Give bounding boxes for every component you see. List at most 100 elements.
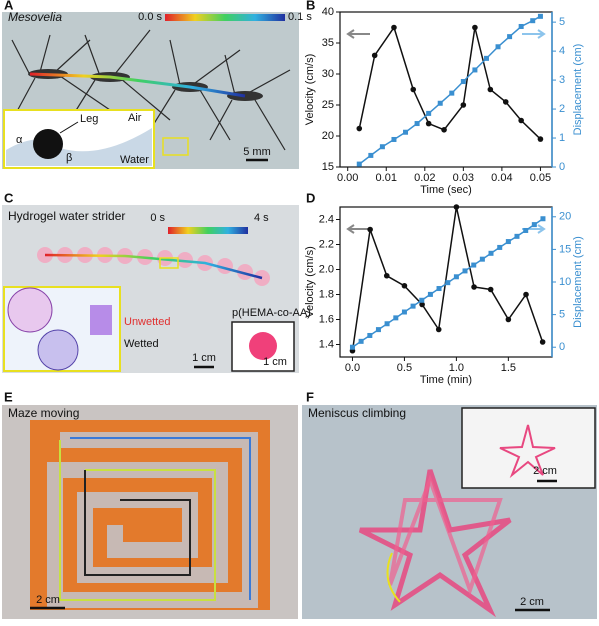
data-point xyxy=(453,204,460,210)
data-point xyxy=(505,239,511,245)
data-point xyxy=(497,244,503,250)
x-tick-label: 0.05 xyxy=(530,172,551,184)
data-point xyxy=(487,86,494,93)
data-point xyxy=(356,125,363,132)
x-tick-label: 0.00 xyxy=(337,172,358,184)
wetted-molecule xyxy=(37,329,79,371)
data-point xyxy=(426,110,432,116)
panel-e: E Maze moving 2 cm xyxy=(2,389,298,619)
panel-letter: D xyxy=(306,190,315,205)
y-tick-label: 2.0 xyxy=(319,263,334,275)
panel-f: F Meniscus climbing 2 cm 2 cm xyxy=(302,389,597,619)
x-tick-label: 0.03 xyxy=(453,172,474,184)
y-tick-label: 1.4 xyxy=(319,338,334,350)
data-point xyxy=(368,152,374,158)
data-point xyxy=(445,280,451,286)
data-point xyxy=(460,79,466,85)
y-tick-label: 1.8 xyxy=(319,288,334,300)
strider-positions xyxy=(37,247,270,286)
trajectory xyxy=(59,440,216,601)
zoom-box xyxy=(159,257,179,269)
scale-label: 5 mm xyxy=(243,146,271,158)
data-point xyxy=(505,316,512,323)
axis-arrow xyxy=(346,224,370,234)
trajectory xyxy=(44,253,263,280)
unwetted-molecule xyxy=(7,287,53,333)
scale-label: 2 cm xyxy=(520,596,544,608)
leg-label: Leg xyxy=(80,113,98,125)
y-tick-label: 30 xyxy=(322,68,334,80)
data-point xyxy=(435,326,442,333)
hydrogel-star xyxy=(358,469,512,618)
data-point xyxy=(472,67,478,73)
data-point xyxy=(523,291,529,298)
data-point xyxy=(487,286,494,293)
inset-star xyxy=(499,424,556,479)
fibers xyxy=(90,305,112,335)
data-point xyxy=(471,284,477,290)
data-point xyxy=(495,44,501,50)
material-label: p(HEMA-co-AA) xyxy=(232,307,311,319)
data-point xyxy=(375,327,381,333)
data-point xyxy=(371,52,378,59)
data-point xyxy=(483,55,489,61)
data-point xyxy=(530,18,536,24)
x-axis-label: Time (min) xyxy=(420,374,472,386)
color-bar xyxy=(168,227,248,234)
data-point xyxy=(472,24,478,31)
data-point xyxy=(462,268,468,274)
y2-axis-label: Displacement (cm) xyxy=(572,44,584,136)
data-point xyxy=(436,286,442,292)
air-label: Air xyxy=(128,112,142,124)
scale-label: 2 cm xyxy=(36,594,60,606)
y2-tick-label: 5 xyxy=(559,16,565,28)
data-point xyxy=(460,102,467,108)
series-line xyxy=(358,25,541,140)
data-point xyxy=(401,282,408,289)
data-point xyxy=(425,120,432,127)
panel-letter: C xyxy=(4,190,14,205)
gel-disk xyxy=(249,332,277,360)
plot-frame xyxy=(339,11,553,168)
data-point xyxy=(453,274,459,280)
water-label: Water xyxy=(120,154,149,166)
data-point xyxy=(449,90,455,96)
data-point xyxy=(518,117,524,124)
y2-tick-label: 0 xyxy=(559,161,565,173)
beta-label: β xyxy=(66,152,72,164)
data-point xyxy=(537,136,544,142)
panel-c: C Hydrogel water strider 0 s 4 s Unwette… xyxy=(2,190,311,373)
inset-scale-label: 2 cm xyxy=(533,465,557,477)
hydrogel-star xyxy=(388,474,503,597)
axis-arrow xyxy=(522,29,546,39)
panel-letter: E xyxy=(4,389,13,404)
x-tick-label: 0.5 xyxy=(397,362,412,374)
y-tick-label: 15 xyxy=(322,161,334,173)
panel-letter: A xyxy=(4,0,14,12)
data-point xyxy=(391,24,397,31)
data-point xyxy=(403,129,409,135)
y-tick-label: 1.6 xyxy=(319,313,334,325)
time-end: 0.1 s xyxy=(288,11,312,23)
data-point xyxy=(384,321,390,327)
data-point xyxy=(518,23,524,29)
data-point xyxy=(379,144,385,150)
data-point xyxy=(488,250,494,256)
insects xyxy=(11,29,291,151)
panel-a: A Mesovelia 0.0 s 0.1 s Leg Air Water α … xyxy=(2,0,312,169)
data-point xyxy=(391,136,397,142)
data-point xyxy=(441,127,447,133)
data-point xyxy=(356,161,362,167)
data-point xyxy=(393,315,399,321)
alpha-label: α xyxy=(16,134,23,146)
climb-arrow xyxy=(386,552,401,603)
y2-tick-label: 3 xyxy=(559,74,565,86)
inset-photo xyxy=(461,407,596,489)
data-point xyxy=(502,99,509,105)
y-tick-label: 20 xyxy=(322,130,334,142)
trajectory xyxy=(70,437,251,600)
time-start: 0 s xyxy=(150,212,165,224)
x-axis-label: Time (sec) xyxy=(420,184,472,196)
data-point xyxy=(437,100,443,106)
